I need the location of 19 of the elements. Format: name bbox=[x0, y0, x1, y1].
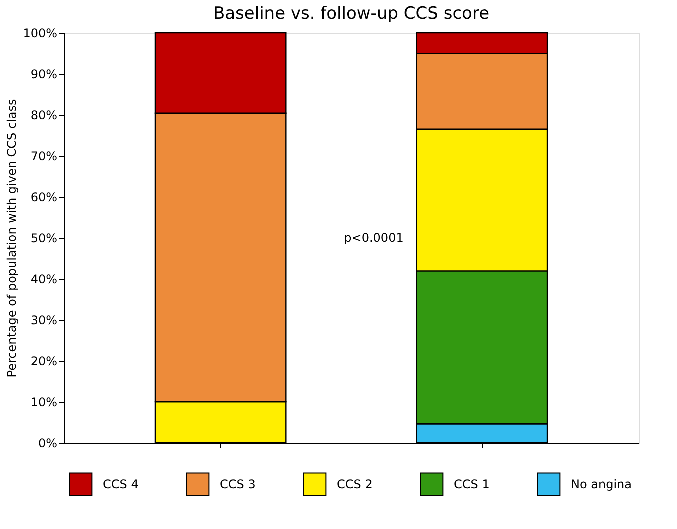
y-tick-label: 40% bbox=[30, 272, 58, 286]
y-tick-label: 60% bbox=[30, 190, 58, 204]
y-tick-label: 50% bbox=[30, 232, 58, 246]
y-tick-label: 30% bbox=[30, 314, 58, 328]
annotation: p<0.0001 bbox=[344, 231, 404, 245]
legend-label: CCS 4 bbox=[103, 477, 139, 492]
legend-label: CCS 3 bbox=[220, 477, 256, 492]
legend-label: No angina bbox=[571, 477, 632, 492]
y-axis-title: Percentage of population with given CCS class bbox=[5, 99, 20, 378]
legend-label: CCS 1 bbox=[454, 477, 490, 492]
y-tick-label: 80% bbox=[30, 108, 58, 122]
y-tick-label: 20% bbox=[30, 354, 58, 368]
chart-title: Baseline vs. follow-up CCS score bbox=[213, 4, 490, 24]
y-tick-label: 10% bbox=[30, 396, 58, 410]
y-tick-label: 100% bbox=[23, 26, 58, 40]
y-tick-label: 70% bbox=[30, 150, 58, 164]
legend-label: CCS 2 bbox=[337, 477, 373, 492]
y-tick-label: 90% bbox=[30, 68, 58, 82]
y-tick-label: 0% bbox=[38, 436, 58, 450]
